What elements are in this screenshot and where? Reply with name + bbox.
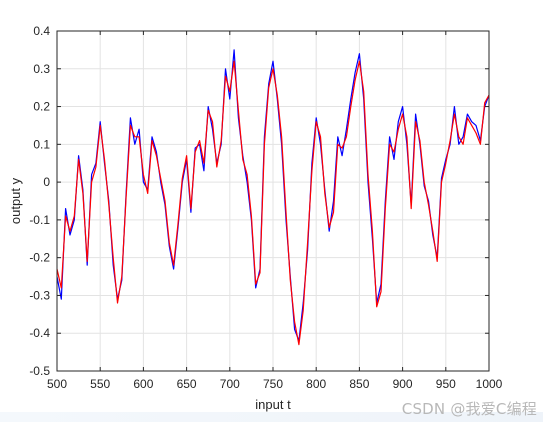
- y-tick-label: 0.3: [33, 62, 50, 76]
- y-tick-label: -0.5: [29, 364, 50, 378]
- x-tick-labels: 500 550 600 650 700 750 800 850 900 950 1000: [47, 377, 503, 391]
- x-tick-label: 950: [436, 377, 456, 391]
- y-tick-label: -0.2: [29, 251, 50, 265]
- x-tick-label: 500: [47, 377, 67, 391]
- x-tick-label: 900: [393, 377, 413, 391]
- y-tick-label: -0.1: [29, 213, 50, 227]
- y-tick-label: 0.1: [33, 137, 50, 151]
- bottom-strip: [0, 412, 543, 422]
- x-axis-label: input t: [255, 397, 291, 412]
- y-tick-label: -0.3: [29, 288, 50, 302]
- watermark-text: CSDN @我爱C编程: [401, 400, 537, 418]
- x-tick-label: 750: [263, 377, 283, 391]
- x-tick-label: 550: [90, 377, 110, 391]
- y-tick-label: 0.2: [33, 100, 50, 114]
- y-tick-label: -0.4: [29, 326, 50, 340]
- y-tick-label: 0.4: [33, 24, 50, 38]
- x-tick-label: 600: [133, 377, 153, 391]
- y-axis-label: output y: [8, 177, 23, 224]
- x-tick-label: 850: [349, 377, 369, 391]
- grid-lines: [56, 30, 490, 372]
- x-tick-label: 800: [306, 377, 326, 391]
- series-layer: [56, 49, 490, 346]
- series-line-2: [56, 60, 490, 346]
- y-tick-labels: -0.5 -0.4 -0.3 -0.2 -0.1 0 0.1 0.2 0.3 0.4: [29, 24, 50, 378]
- tick-marks: [56, 30, 490, 372]
- x-tick-label: 1000: [476, 377, 503, 391]
- x-tick-label: 650: [177, 377, 197, 391]
- x-tick-label: 700: [220, 377, 240, 391]
- y-tick-label: 0: [43, 175, 50, 189]
